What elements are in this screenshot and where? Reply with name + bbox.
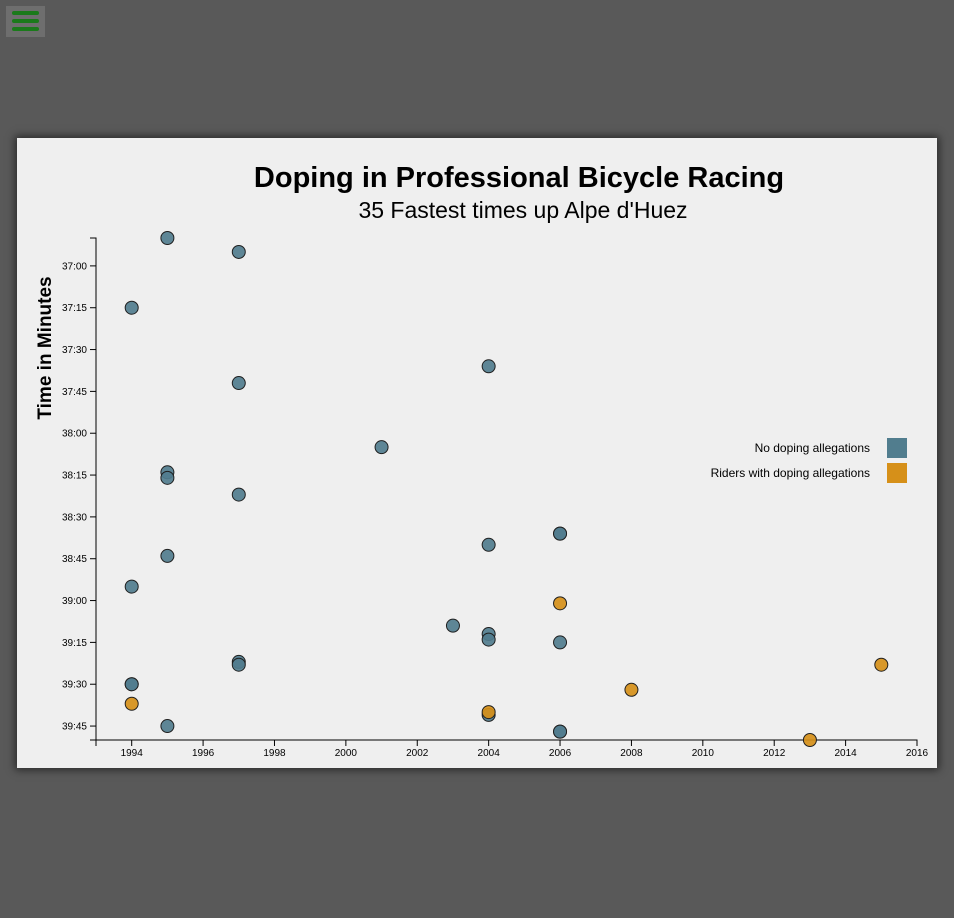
scatter-chart: Doping in Professional Bicycle Racing 35…: [35, 162, 929, 759]
x-tick-label: 2004: [478, 748, 501, 759]
data-point-no_doping[interactable]: [481, 632, 496, 647]
data-points: [124, 231, 889, 747]
y-tick-label: 38:15: [62, 471, 87, 482]
data-point-no_doping[interactable]: [481, 359, 496, 374]
chart-subtitle: 35 Fastest times up Alpe d'Huez: [358, 197, 687, 223]
data-point-no_doping[interactable]: [553, 526, 568, 541]
data-point-doping[interactable]: [481, 705, 496, 720]
x-tick-label: 1996: [192, 748, 215, 759]
x-tick-label: 2002: [406, 748, 429, 759]
data-point-no_doping[interactable]: [481, 537, 496, 552]
data-point-no_doping[interactable]: [160, 719, 175, 734]
data-point-no_doping[interactable]: [231, 657, 246, 672]
menu-button[interactable]: [6, 6, 45, 37]
data-point-no_doping[interactable]: [553, 635, 568, 650]
data-point-no_doping[interactable]: [231, 376, 246, 391]
legend-swatch: [887, 463, 907, 483]
data-point-no_doping[interactable]: [160, 231, 175, 245]
chart-card: Doping in Professional Bicycle Racing 35…: [17, 138, 937, 768]
legend-swatch: [887, 438, 907, 458]
data-point-doping[interactable]: [124, 696, 139, 711]
y-axis: 37:00 37:15 37:30 37:45 38:00 38:15 38:30 38:45…: [62, 237, 97, 741]
y-tick-label: 37:30: [62, 345, 87, 356]
data-point-no_doping[interactable]: [124, 677, 139, 692]
y-tick-label: 37:15: [62, 303, 87, 314]
data-point-no_doping[interactable]: [374, 440, 389, 455]
data-point-no_doping[interactable]: [553, 724, 568, 739]
x-tick-label: 2010: [692, 748, 715, 759]
legend: No doping allegations Riders with doping …: [711, 438, 907, 483]
y-tick-label: 39:30: [62, 680, 87, 691]
data-point-doping[interactable]: [624, 682, 639, 697]
data-point-doping[interactable]: [802, 733, 817, 747]
x-tick-label: 1998: [263, 748, 286, 759]
data-point-no_doping[interactable]: [231, 244, 246, 259]
y-tick-label: 37:00: [62, 261, 87, 272]
x-tick-label: 2006: [549, 748, 572, 759]
y-tick-label: 38:00: [62, 429, 87, 440]
x-tick-label: 1994: [121, 748, 144, 759]
hamburger-icon-bar-top: [12, 11, 39, 15]
hamburger-icon-bar-middle: [12, 19, 39, 23]
x-tick-label: 2000: [335, 748, 358, 759]
y-tick-label: 39:45: [62, 722, 87, 733]
chart-title: Doping in Professional Bicycle Racing: [254, 162, 784, 194]
data-point-doping[interactable]: [874, 657, 889, 672]
x-axis-line: [95, 739, 918, 746]
hamburger-icon-bar-bottom: [12, 27, 39, 31]
legend-item-no_doping: No doping allegations: [755, 438, 907, 458]
x-tick-label: 2008: [620, 748, 643, 759]
data-point-no_doping[interactable]: [124, 300, 139, 315]
x-tick-label: 2016: [906, 748, 929, 759]
data-point-no_doping[interactable]: [160, 548, 175, 563]
legend-item-doping: Riders with doping allegations: [711, 463, 907, 483]
data-point-no_doping[interactable]: [231, 487, 246, 502]
y-tick-label: 38:30: [62, 512, 87, 523]
y-tick-label: 39:15: [62, 638, 87, 649]
legend-label: Riders with doping allegations: [711, 466, 870, 480]
data-point-no_doping[interactable]: [124, 579, 139, 594]
x-tick-label: 2012: [763, 748, 786, 759]
legend-label: No doping allegations: [755, 441, 870, 455]
axes: 37:00 37:15 37:30 37:45 38:00 38:15 38:30 38:45…: [62, 237, 929, 759]
y-axis-label: Time in Minutes: [35, 276, 56, 419]
y-tick-label: 38:45: [62, 554, 87, 565]
y-tick-label: 39:00: [62, 596, 87, 607]
x-axis: 1994 1996 1998 2000 2002 2004 2006 2008 2010 2012…: [95, 739, 929, 759]
y-tick-label: 37:45: [62, 387, 87, 398]
y-axis-line: [90, 237, 97, 741]
data-point-no_doping[interactable]: [160, 470, 175, 485]
x-tick-label: 2014: [834, 748, 857, 759]
data-point-doping[interactable]: [553, 596, 568, 611]
data-point-no_doping[interactable]: [445, 618, 460, 633]
